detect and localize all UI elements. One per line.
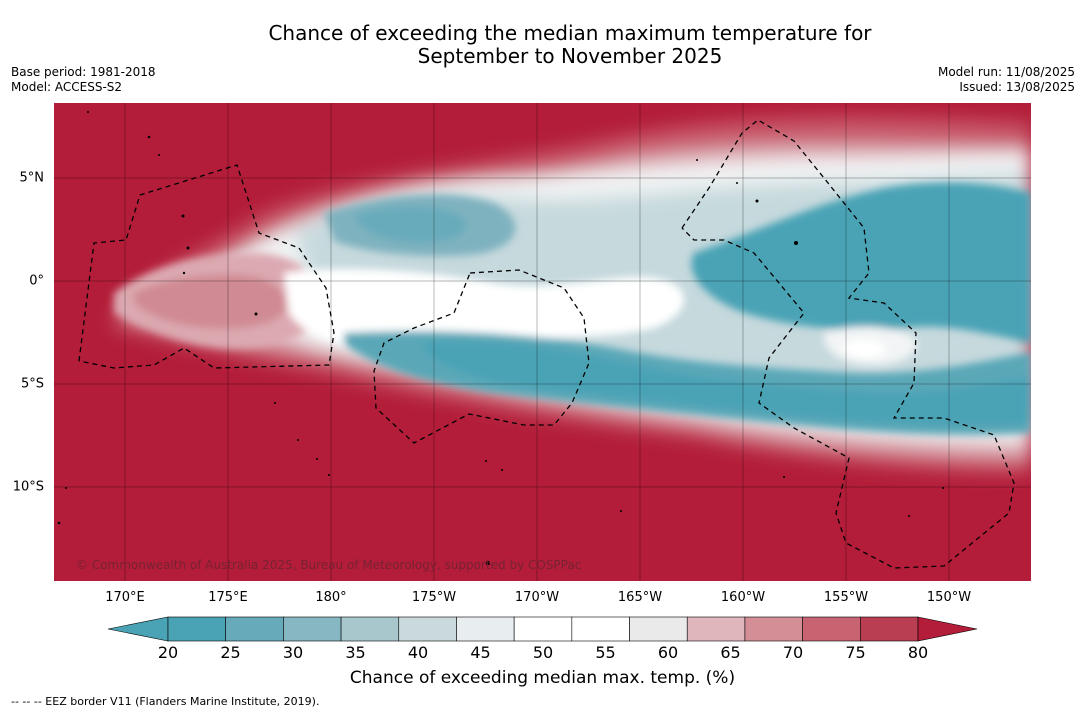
east-cool-lobe (691, 182, 1031, 343)
colorbar-cell (167, 616, 226, 642)
map-panel: © Commonwealth of Australia 2025, Bureau… (54, 103, 1031, 581)
lon-label: 160°W (720, 590, 766, 605)
colorbar-tick: 65 (720, 643, 741, 662)
lat-label: 5°S (20, 376, 44, 392)
meta-left: Base period: 1981-2018 Model: ACCESS-S2 (11, 65, 156, 95)
gridlines (54, 103, 1031, 581)
base-period: Base period: 1981-2018 (11, 65, 156, 79)
lat-label: 10°S (12, 479, 44, 495)
colorbar-cell (744, 616, 803, 642)
colorbar-cell (456, 616, 515, 642)
model-name: Model: ACCESS-S2 (11, 80, 123, 94)
south-core (424, 341, 1031, 425)
colorbar-tick: 55 (595, 643, 616, 662)
colorbar-cell (571, 616, 630, 642)
colorbar-cell (340, 616, 400, 642)
lon-label: 165°W (617, 590, 663, 605)
colorbar-tick: 25 (220, 643, 241, 662)
colorbar-cell (283, 616, 342, 642)
colorbar-cell (513, 616, 573, 642)
colorbar-tick: 20 (157, 643, 179, 662)
left-rose-lobe (134, 274, 287, 329)
colorbar-cells (167, 616, 919, 642)
lon-label: 175°E (208, 590, 248, 605)
model-run: Model run: 11/08/2025 (937, 65, 1075, 79)
issued-date: Issued: 13/08/2025 (959, 80, 1075, 94)
colorbar-tick: 50 (532, 643, 554, 662)
colorbar (108, 616, 978, 642)
colorbar-tick: 40 (407, 643, 429, 662)
colorbar-cell (860, 616, 919, 642)
lon-label: 155°W (823, 590, 869, 605)
colorbar-tick: 70 (782, 643, 804, 662)
colorbar-tick: 30 (282, 643, 304, 662)
white-centre (284, 268, 684, 350)
lon-label: 180° (315, 590, 347, 605)
colorbar-cell (225, 616, 284, 642)
colorbar-cell (629, 616, 688, 642)
east-white-core (842, 339, 887, 359)
copyright-note: © Commonwealth of Australia 2025, Bureau… (76, 558, 581, 572)
eez-borders (78, 119, 1015, 569)
colorbar-tick: 75 (845, 643, 866, 662)
colorbar-low-arrow (108, 616, 169, 642)
lat-label: 0° (29, 273, 44, 289)
colorbar-tick: 45 (470, 643, 491, 662)
colorbar-high-arrow (917, 616, 978, 642)
lon-label: 170°E (105, 590, 145, 605)
north-cool-core (354, 206, 467, 243)
small-islands (57, 111, 944, 565)
colorbar-tick: 60 (657, 643, 679, 662)
colorbar-label: Chance of exceeding median max. temp. (%… (349, 668, 736, 688)
title-line-1: Chance of exceeding the median maximum t… (268, 21, 872, 45)
map-svg: © Commonwealth of Australia 2025, Bureau… (54, 103, 1031, 581)
lat-label: 5°N (19, 170, 45, 186)
map-title: Chance of exceeding the median maximum t… (0, 22, 1085, 68)
lon-label: 170°W (514, 590, 560, 605)
colorbar-cell (398, 616, 457, 642)
title-line-2: September to November 2025 (417, 44, 723, 68)
colorbar-tick: 35 (345, 643, 366, 662)
colorbar-cell (686, 616, 746, 642)
eez-footnote: -- -- -- EEZ border V11 (Flanders Marine… (11, 695, 320, 708)
colorbar-tick: 80 (907, 643, 929, 662)
colorbar-cell (802, 616, 861, 642)
lon-label: 150°W (926, 590, 972, 605)
lon-label: 175°W (411, 590, 457, 605)
meta-right: Model run: 11/08/2025 Issued: 13/08/2025 (938, 65, 1075, 95)
